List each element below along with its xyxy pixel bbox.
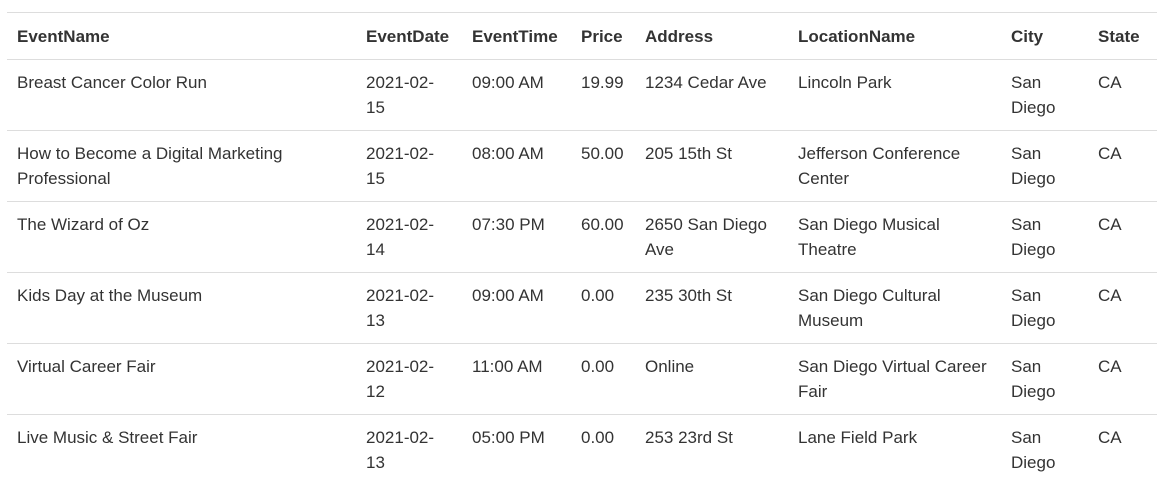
column-header-location-name: LocationName: [788, 12, 1001, 60]
cell-event-time: 08:00 AM: [462, 130, 571, 202]
column-header-price: Price: [571, 12, 635, 60]
cell-address: 235 30th St: [635, 272, 788, 344]
cell-address: 1234 Cedar Ave: [645, 73, 767, 92]
cell-event-name: Breast Cancer Color Run: [17, 73, 207, 92]
cell-state: CA: [1088, 201, 1157, 273]
cell-state: CA: [1098, 73, 1122, 92]
cell-event-name: Live Music & Street Fair: [7, 414, 356, 485]
cell-state: CA: [1088, 130, 1157, 202]
cell-event-name: Kids Day at the Museum: [7, 272, 356, 344]
cell-event-date: 2021-02-14: [356, 201, 462, 273]
cell-city: San Diego: [1011, 73, 1056, 117]
cell-event-date: 2021-02-13: [356, 272, 462, 344]
cell-price: 0.00: [571, 343, 635, 415]
column-header-state: State: [1088, 12, 1157, 60]
events-table: EventName EventDate EventTime Price Addr…: [7, 12, 1157, 485]
cell-price: 0.00: [571, 272, 635, 344]
header-row: EventName EventDate EventTime Price Addr…: [7, 12, 1157, 60]
cell-event-name: Virtual Career Fair: [7, 343, 356, 415]
table-row: How to Become a Digital Marketing Profes…: [7, 130, 1157, 202]
cell-price: 0.00: [571, 414, 635, 485]
cell-address: 253 23rd St: [635, 414, 788, 485]
cell-price: 19.99: [581, 73, 624, 92]
cell-event-name: The Wizard of Oz: [7, 201, 356, 273]
cell-city: San Diego: [1001, 130, 1088, 202]
cell-location-name: Lane Field Park: [788, 414, 1001, 485]
column-header-event-name: EventName: [7, 12, 356, 60]
cell-address: 205 15th St: [635, 130, 788, 202]
table-body: Breast Cancer Color Run 2021-02-15 09:00…: [7, 60, 1157, 485]
column-header-event-time: EventTime: [462, 12, 571, 60]
cell-city: San Diego: [1001, 414, 1088, 485]
cell-event-time: 05:00 PM: [462, 414, 571, 485]
cell-event-name: How to Become a Digital Marketing Profes…: [7, 130, 356, 202]
cell-state: CA: [1088, 343, 1157, 415]
cell-event-time: 09:00 AM: [472, 73, 544, 92]
cell-price: 60.00: [571, 201, 635, 273]
table-row: Virtual Career Fair 2021-02-12 11:00 AM …: [7, 343, 1157, 415]
cell-city: San Diego: [1001, 272, 1088, 344]
cell-address: Online: [635, 343, 788, 415]
cell-event-date: 2021-02-12: [356, 343, 462, 415]
cell-location-name: San Diego Virtual Career Fair: [788, 343, 1001, 415]
table-row: Live Music & Street Fair 2021-02-13 05:0…: [7, 414, 1157, 485]
cell-event-time: 11:00 AM: [462, 343, 571, 415]
cell-address: 2650 San Diego Ave: [635, 201, 788, 273]
cell-event-time: 07:30 PM: [462, 201, 571, 273]
cell-event-time: 09:00 AM: [462, 272, 571, 344]
cell-price: 50.00: [571, 130, 635, 202]
column-header-address: Address: [635, 12, 788, 60]
cell-city: San Diego: [1001, 343, 1088, 415]
cell-event-date: 2021-02-15: [366, 73, 435, 117]
cell-location-name: Lincoln Park: [798, 73, 892, 92]
column-header-city: City: [1001, 12, 1088, 60]
column-header-event-date: EventDate: [356, 12, 462, 60]
cell-event-date: 2021-02-13: [356, 414, 462, 485]
cell-event-date: 2021-02-15: [356, 130, 462, 202]
table-row: Breast Cancer Color Run 2021-02-15 09:00…: [7, 60, 1157, 131]
cell-state: CA: [1088, 414, 1157, 485]
cell-location-name: San Diego Musical Theatre: [788, 201, 1001, 273]
cell-state: CA: [1088, 272, 1157, 344]
events-table-container: EventName EventDate EventTime Price Addr…: [7, 12, 1157, 485]
cell-location-name: San Diego Cultural Museum: [788, 272, 1001, 344]
table-header: EventName EventDate EventTime Price Addr…: [7, 12, 1157, 60]
cell-location-name: Jefferson Conference Center: [788, 130, 1001, 202]
table-row: Kids Day at the Museum 2021-02-13 09:00 …: [7, 272, 1157, 344]
cell-city: San Diego: [1001, 201, 1088, 273]
table-row: The Wizard of Oz 2021-02-14 07:30 PM 60.…: [7, 201, 1157, 273]
